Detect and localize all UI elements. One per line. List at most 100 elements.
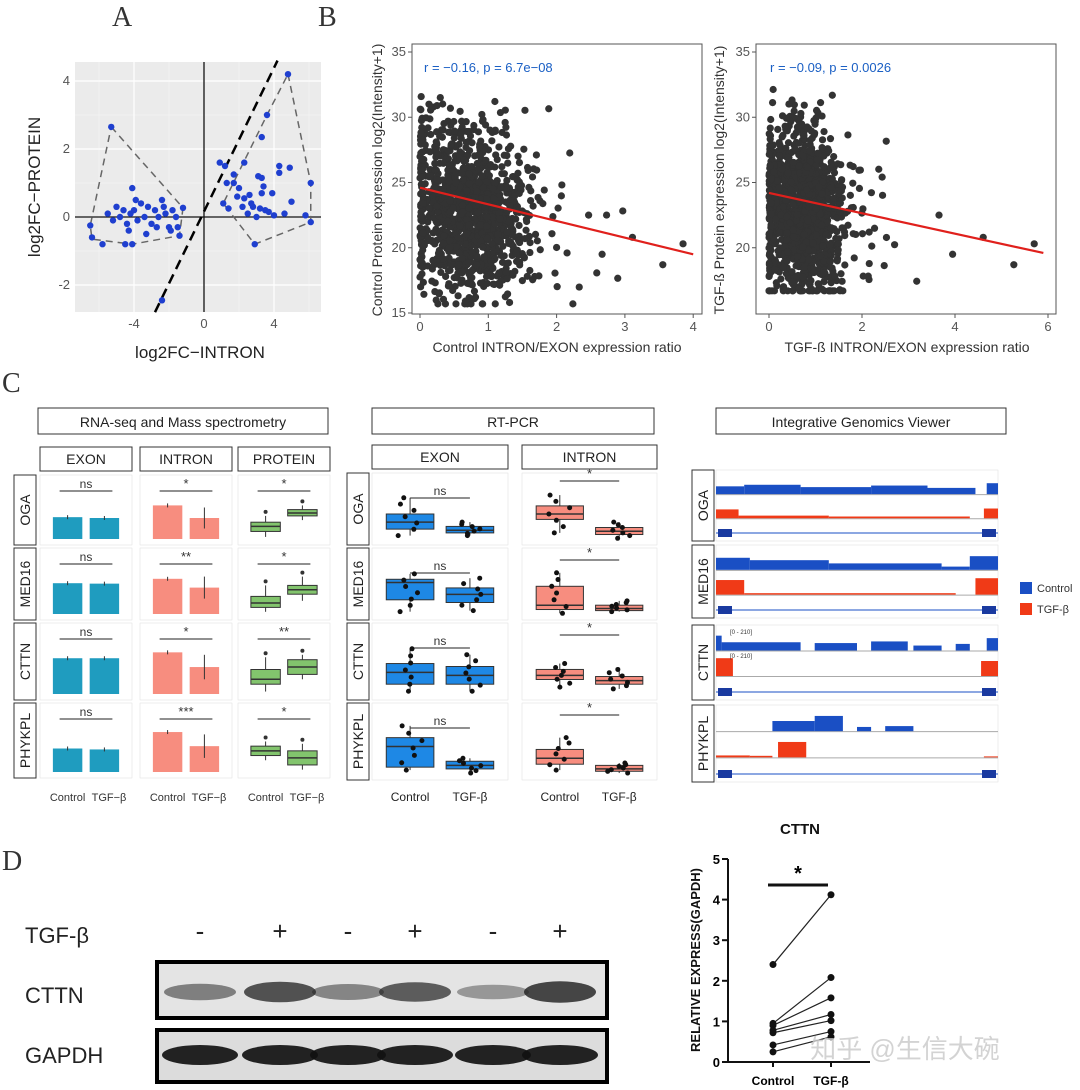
data-point [241, 159, 248, 166]
data-point [433, 202, 441, 210]
box [445, 587, 495, 603]
x-tick-label: TGF-β [813, 1074, 848, 1088]
data-point [445, 128, 453, 136]
data-point [826, 135, 835, 143]
data-point [492, 151, 500, 159]
data-point [470, 126, 478, 134]
data-point [535, 272, 543, 280]
data-point [816, 99, 825, 107]
data-point [477, 237, 485, 245]
data-point [767, 175, 775, 183]
band-gapdh [242, 1045, 318, 1065]
data-point [88, 234, 96, 241]
outlier-point [300, 648, 305, 653]
data-point [465, 278, 474, 286]
data-point [497, 183, 505, 191]
data-point [529, 276, 537, 284]
coverage-control [828, 563, 942, 570]
data-point [417, 92, 425, 101]
x-tick-label: TGF-β [602, 790, 637, 804]
data-point [775, 228, 784, 237]
data-point [841, 232, 849, 240]
data-point [265, 208, 272, 216]
x-tick-label: 1 [485, 319, 492, 334]
data-point [482, 195, 491, 203]
y-axis-label: log2FC−PROTEIN [25, 117, 44, 257]
data-point [416, 105, 424, 113]
data-point [230, 179, 237, 187]
data-point [806, 147, 814, 155]
data-point [551, 597, 557, 603]
data-point [425, 204, 434, 212]
coverage-control [885, 726, 914, 732]
data-point-tgfb [827, 1010, 835, 1018]
treatment-label: TGF-β [25, 923, 89, 948]
data-point [411, 507, 417, 513]
data-point [470, 287, 479, 295]
data-point [805, 246, 813, 254]
data-point [799, 152, 807, 160]
data-point [483, 279, 491, 288]
significance-label: * [794, 863, 802, 885]
data-point [429, 229, 437, 237]
data-point [805, 280, 814, 289]
data-point [433, 176, 442, 184]
data-point [408, 653, 414, 659]
data-point [849, 163, 857, 171]
data-point [457, 129, 465, 138]
data-point [402, 514, 408, 520]
data-point [491, 300, 499, 308]
data-point [468, 139, 476, 147]
data-point [395, 533, 401, 539]
coverage-control [721, 642, 801, 651]
data-point [784, 153, 792, 162]
data-point [784, 139, 793, 147]
coverage-control [857, 726, 872, 732]
data-point [553, 751, 559, 757]
data-point [439, 185, 447, 193]
data-point [515, 221, 523, 230]
data-point [820, 163, 828, 171]
data-point [491, 97, 499, 106]
data-point [493, 236, 501, 244]
data-point [465, 147, 474, 155]
data-point [833, 257, 841, 265]
data-point [563, 735, 569, 741]
data-point [1030, 240, 1038, 248]
data-point [553, 517, 559, 523]
data-point [399, 760, 405, 766]
gene-strip [13, 547, 37, 621]
data-point [830, 152, 838, 161]
data-point [440, 119, 448, 128]
data-point [615, 535, 621, 541]
data-point [559, 610, 565, 616]
data-point [276, 169, 283, 176]
data-point [450, 134, 458, 142]
data-point [539, 200, 547, 208]
regression-line [768, 191, 1044, 255]
data-point [806, 136, 814, 144]
data-point [408, 674, 414, 680]
data-point [771, 258, 779, 266]
data-point [450, 117, 458, 126]
data-point [457, 134, 465, 143]
facet-label-exon: EXON [66, 451, 106, 467]
significance-label: * [183, 624, 188, 639]
facet-label-intron: INTRON [563, 449, 617, 465]
x-tick-label: Control [540, 790, 579, 804]
data-point [822, 230, 830, 239]
data-range-label: [0 - 210] [730, 654, 752, 660]
data-point [791, 145, 799, 153]
data-point [616, 763, 622, 769]
data-point [505, 217, 513, 226]
data-point [622, 760, 628, 766]
data-point [554, 590, 560, 596]
data-point [433, 101, 441, 110]
data-point [814, 149, 822, 157]
data-point [619, 207, 627, 215]
data-point [765, 251, 773, 259]
data-point [859, 272, 867, 280]
data-point [471, 528, 477, 534]
outlier-point [263, 509, 268, 514]
data-point [560, 524, 566, 530]
